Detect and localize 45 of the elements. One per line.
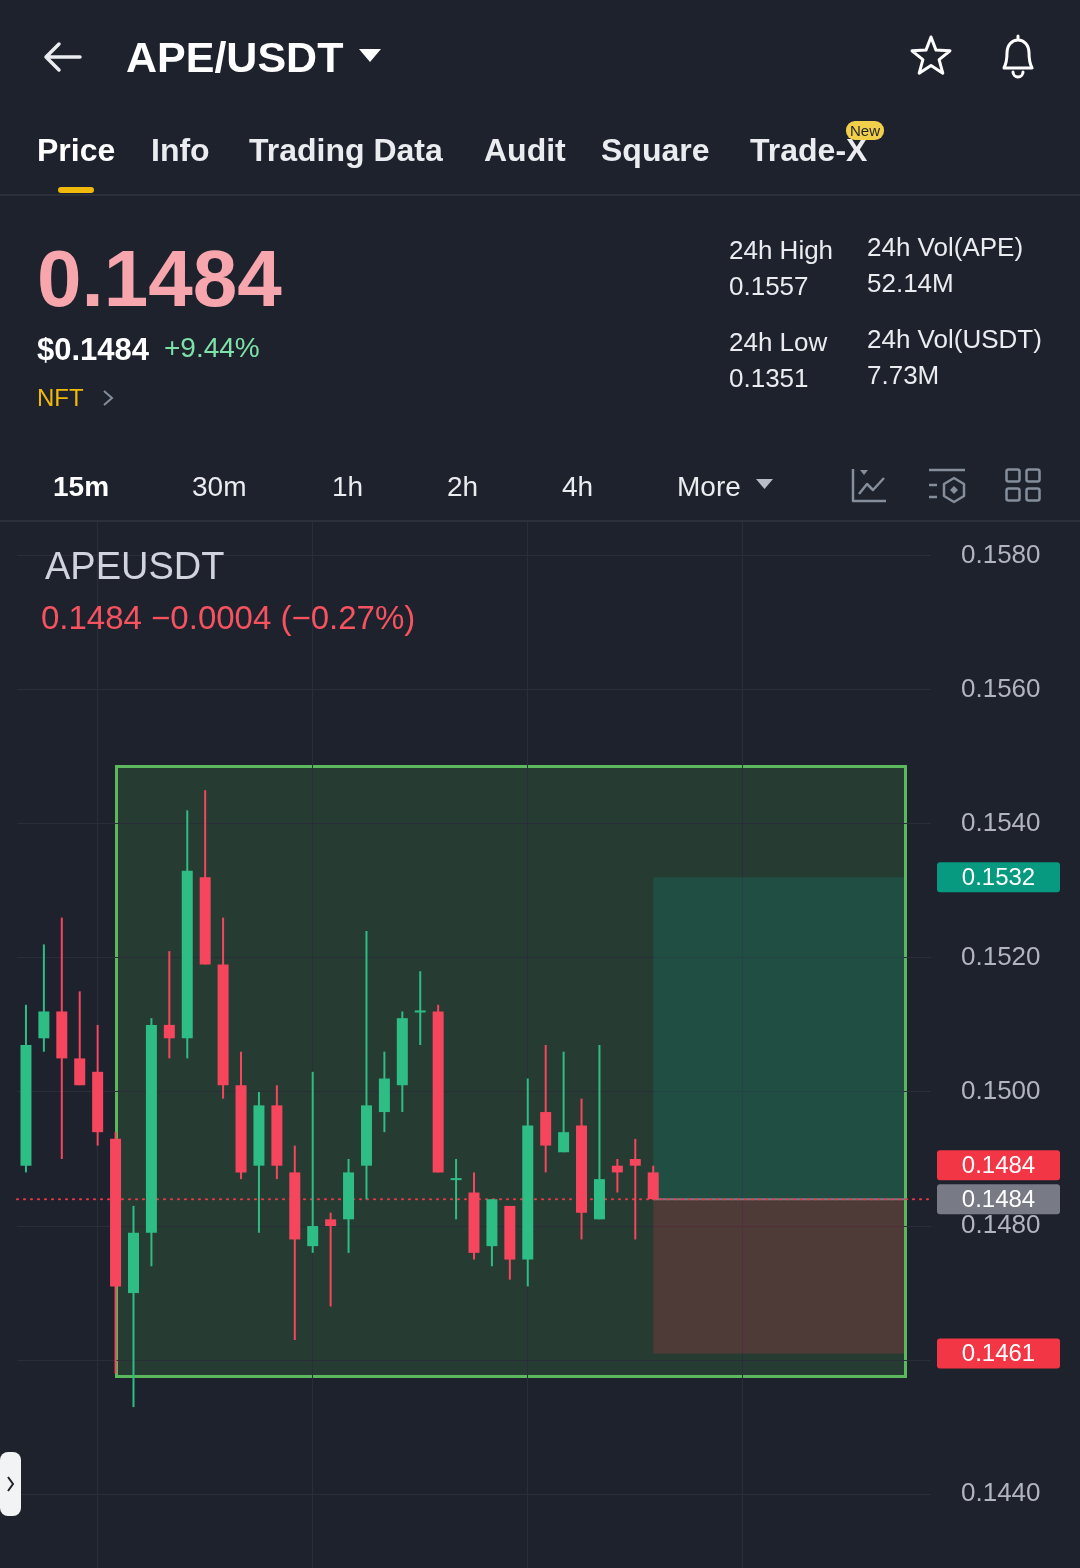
text: 2h xyxy=(447,470,479,502)
text: Trading Data xyxy=(249,131,443,168)
text: NFT xyxy=(37,384,84,412)
candlestick xyxy=(629,1137,641,1241)
y-tick-label: 0.1440 xyxy=(961,1477,1041,1508)
candlestick xyxy=(325,1211,337,1308)
candlestick xyxy=(414,970,426,1046)
text: 24h Vol(USDT) xyxy=(867,323,1042,354)
text: More xyxy=(677,470,741,502)
text: Square xyxy=(601,131,710,168)
text: 4h xyxy=(562,470,594,502)
y-tick-label: 0.1500 xyxy=(961,1075,1041,1106)
y-tick-label: 0.1560 xyxy=(961,672,1041,703)
text: 24h High xyxy=(729,234,834,265)
y-tick-label: 0.1520 xyxy=(961,941,1041,972)
candlestick xyxy=(558,1050,570,1154)
text: 0.1484 −0.0004 (−0.27%) xyxy=(41,599,416,637)
band-label: 0.1461 xyxy=(961,1339,1036,1367)
text: 0.1351 xyxy=(729,362,809,393)
y-tick-label: 0.1580 xyxy=(961,538,1041,569)
text: 0.1484 xyxy=(37,233,282,323)
text: 7.73M xyxy=(867,359,940,390)
text: Info xyxy=(151,131,210,168)
candlestick xyxy=(450,1157,462,1221)
text: APE/USDT xyxy=(126,33,344,82)
band-label: 0.1532 xyxy=(961,863,1036,890)
text: +9.44% xyxy=(164,331,260,363)
text: $0.1484 xyxy=(37,332,150,368)
ref-line-label: 0.1484 xyxy=(961,1150,1036,1178)
text: 52.14M xyxy=(867,267,954,298)
text: 1h xyxy=(332,470,364,502)
text: 0.1557 xyxy=(729,270,809,301)
ref-line-label: 0.1484 xyxy=(961,1184,1036,1212)
text: 15m xyxy=(53,470,110,502)
candlestick xyxy=(163,950,175,1060)
text: APEUSDT xyxy=(45,544,225,587)
text: 30m xyxy=(192,470,247,502)
text: Price xyxy=(37,131,116,168)
candlestick xyxy=(307,1070,319,1254)
text: Audit xyxy=(484,131,566,168)
y-tick-label: 0.1480 xyxy=(961,1209,1041,1240)
text: 24h Vol(APE) xyxy=(867,231,1024,262)
text: New xyxy=(846,121,885,140)
y-tick-label: 0.1540 xyxy=(961,806,1041,837)
text: 24h Low xyxy=(729,326,828,357)
